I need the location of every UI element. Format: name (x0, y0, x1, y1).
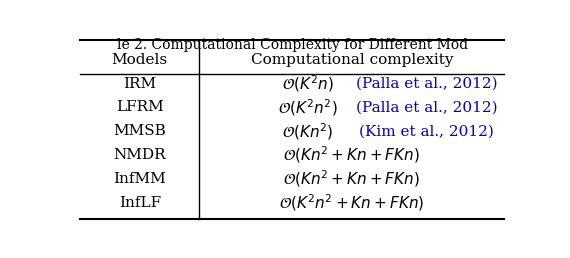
Text: $\mathcal{O}(Kn^2 + Kn + FKn)$: $\mathcal{O}(Kn^2 + Kn + FKn)$ (283, 169, 420, 189)
Text: MMSB: MMSB (113, 124, 166, 138)
Text: $\mathcal{O}(Kn^2)$: $\mathcal{O}(Kn^2)$ (282, 121, 333, 142)
Text: NMDR: NMDR (113, 148, 166, 162)
Text: InfMM: InfMM (113, 172, 166, 186)
Text: $\mathcal{O}(K^2n^2)$: $\mathcal{O}(K^2n^2)$ (278, 97, 337, 118)
Text: $\mathcal{O}(K^2n)$: $\mathcal{O}(K^2n)$ (282, 73, 333, 94)
Text: Computational complexity: Computational complexity (250, 53, 453, 67)
Text: (Palla et al., 2012): (Palla et al., 2012) (356, 100, 498, 115)
Text: $\mathcal{O}(Kn^2 + Kn + FKn)$: $\mathcal{O}(Kn^2 + Kn + FKn)$ (283, 145, 420, 165)
Text: le 2. Computational Complexity for Different Mod: le 2. Computational Complexity for Diffe… (116, 38, 468, 52)
Text: (Kim et al., 2012): (Kim et al., 2012) (360, 124, 494, 138)
Text: (Palla et al., 2012): (Palla et al., 2012) (356, 77, 498, 91)
Text: IRM: IRM (123, 77, 156, 91)
Text: InfLF: InfLF (119, 196, 161, 210)
Text: Models: Models (112, 53, 168, 67)
Text: LFRM: LFRM (116, 100, 164, 115)
Text: $\mathcal{O}(K^2n^2 + Kn + FKn)$: $\mathcal{O}(K^2n^2 + Kn + FKn)$ (279, 192, 425, 213)
